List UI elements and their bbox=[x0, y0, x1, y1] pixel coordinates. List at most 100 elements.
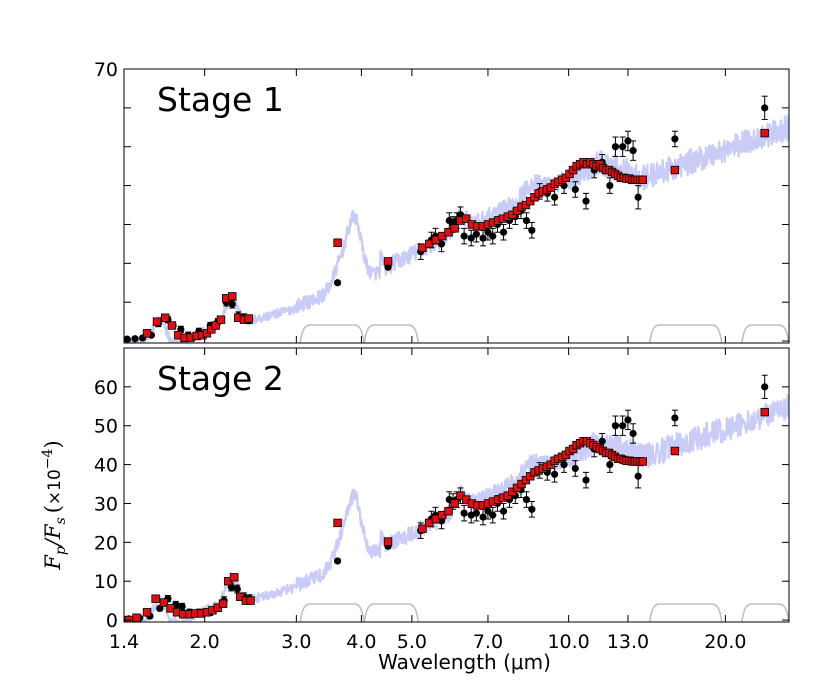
y-axis-title-part: F bbox=[41, 554, 65, 571]
observed-point bbox=[571, 181, 579, 198]
observed-marker bbox=[522, 216, 531, 225]
filter-curve bbox=[741, 324, 789, 343]
panel-2-ticks bbox=[123, 347, 789, 622]
observed-point bbox=[479, 229, 487, 247]
model-binned-point bbox=[638, 175, 647, 184]
observed-marker bbox=[228, 300, 236, 308]
observed-marker bbox=[619, 422, 627, 430]
x-axis-title: Wavelength (μm) bbox=[378, 650, 551, 674]
model-binned-point bbox=[462, 214, 471, 223]
observed-marker bbox=[472, 230, 480, 238]
filter-curve bbox=[299, 324, 365, 343]
observed-marker bbox=[499, 507, 508, 515]
observed-point bbox=[611, 136, 620, 157]
observed-point bbox=[528, 501, 536, 518]
observed-point bbox=[629, 423, 637, 444]
observed-marker bbox=[551, 193, 559, 201]
panel-stage-2: Stage 2 bbox=[123, 347, 790, 623]
observed-marker bbox=[333, 557, 342, 565]
observed-point bbox=[761, 374, 769, 400]
model-binned-point bbox=[244, 314, 253, 323]
y-axis-title-sub: p bbox=[53, 546, 69, 555]
y-tick-label: 30 bbox=[94, 493, 118, 515]
model-binned-point bbox=[132, 613, 141, 622]
x-tick-labels: 1.4 2.0 3.0 4.0 5.0 7.0 10.0 13.0 20.0 bbox=[109, 631, 747, 653]
observed-marker bbox=[460, 509, 468, 517]
observed-marker bbox=[472, 509, 480, 517]
model-binned-point bbox=[444, 507, 453, 516]
observed-marker bbox=[624, 416, 632, 424]
y-axis-title-part: ) bbox=[41, 440, 65, 448]
panel-2-frame bbox=[123, 347, 790, 623]
observed-marker bbox=[124, 335, 131, 343]
model-binned-point bbox=[638, 457, 647, 466]
observed-marker bbox=[489, 511, 497, 519]
observed-marker bbox=[131, 335, 139, 343]
x-tick-label: 7.0 bbox=[473, 631, 503, 653]
y-tick-label: 40 bbox=[94, 455, 118, 477]
observed-point bbox=[619, 136, 627, 157]
y-tick-label: 20 bbox=[94, 532, 118, 554]
y-axis-title-sub: s bbox=[53, 517, 69, 524]
observed-marker bbox=[571, 464, 579, 473]
panel-1-frame bbox=[123, 68, 790, 344]
observed-marker bbox=[624, 137, 632, 145]
observed-point bbox=[489, 227, 497, 245]
y-tick-label: 50 bbox=[94, 416, 118, 438]
filter-curve bbox=[648, 603, 723, 622]
observed-marker bbox=[499, 228, 508, 236]
observed-point bbox=[131, 335, 139, 343]
model-binned-point bbox=[670, 165, 680, 175]
filter-curve bbox=[363, 324, 420, 343]
y-axis-title-part: ( bbox=[41, 505, 65, 513]
filter-curve bbox=[741, 603, 789, 622]
x-tick-label: 2.0 bbox=[190, 631, 220, 653]
model-binned-point bbox=[142, 329, 152, 338]
observed-marker bbox=[460, 232, 468, 240]
observed-marker bbox=[671, 135, 679, 143]
observed-point bbox=[522, 212, 531, 229]
model-binned-point bbox=[216, 315, 226, 324]
observed-marker bbox=[551, 470, 559, 478]
observed-marker bbox=[582, 197, 590, 205]
x-tick-label: 10.0 bbox=[547, 631, 589, 653]
model-binned-point bbox=[152, 317, 162, 326]
observed-marker bbox=[611, 422, 620, 430]
observed-marker bbox=[528, 505, 536, 513]
model-binned-point bbox=[418, 524, 427, 533]
model-binned-point bbox=[333, 518, 342, 528]
observed-point bbox=[611, 415, 620, 436]
observed-marker bbox=[761, 383, 769, 391]
observed-marker bbox=[606, 181, 614, 190]
model-binned-point bbox=[383, 257, 393, 266]
observed-point bbox=[489, 506, 497, 524]
observed-point bbox=[606, 177, 614, 194]
model-binned-point bbox=[142, 608, 152, 617]
model-binned-point bbox=[670, 446, 680, 456]
panel-stage-1: Stage 1 bbox=[123, 68, 790, 344]
x-tick-label: 5.0 bbox=[397, 631, 427, 653]
model-binned-point bbox=[159, 598, 169, 607]
observed-point bbox=[582, 192, 590, 210]
observed-marker bbox=[671, 414, 679, 422]
y-axis-title-part: F bbox=[41, 523, 65, 540]
model-binned-point bbox=[230, 573, 239, 582]
model-binned-point bbox=[211, 321, 220, 330]
observed-marker bbox=[619, 143, 627, 151]
observed-point bbox=[333, 279, 342, 287]
observed-marker bbox=[611, 143, 620, 151]
y-tick-label: 70 bbox=[94, 59, 118, 81]
panel-2-series bbox=[124, 374, 789, 622]
panel-1-ticks bbox=[123, 68, 789, 343]
observed-marker bbox=[479, 513, 487, 521]
model-binned-point bbox=[228, 292, 237, 301]
observed-point bbox=[460, 227, 468, 245]
model-binned-point bbox=[383, 537, 393, 546]
observed-point bbox=[624, 409, 632, 431]
y-axis-title: Fp/Fs(×10−4) bbox=[40, 440, 69, 570]
observed-point bbox=[582, 471, 590, 489]
x-tick-label: 4.0 bbox=[346, 631, 376, 653]
observed-marker bbox=[582, 476, 590, 484]
model-binned-point bbox=[246, 596, 255, 605]
